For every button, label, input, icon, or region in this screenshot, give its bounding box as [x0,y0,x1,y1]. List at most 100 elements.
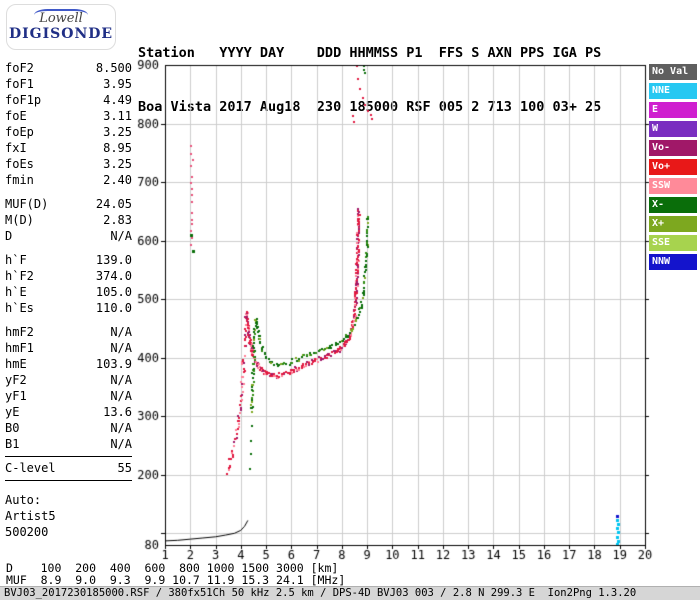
param-row: foF1p 4.49 [5,92,132,108]
param-label: hmF2 [5,325,34,339]
param-label: fmin [5,173,34,187]
param-value: 55 [117,461,132,475]
param-value: 2.40 [103,173,132,187]
param-row: foEp 3.25 [5,124,132,140]
param-label: M(D) [5,213,34,227]
legend-item-w: W [649,121,697,137]
param-value: 3.25 [103,125,132,139]
param-row: fxI 8.95 [5,140,132,156]
param-value: 3.25 [103,157,132,171]
legend-item-nnw: NNW [649,254,697,270]
param-label: foF1 [5,77,34,91]
param-label: yE [5,405,20,419]
param-row: hmF2 N/A [5,324,132,340]
param-row: B1 N/A [5,436,132,452]
distance-row: D 100 200 400 600 800 1000 1500 3000 [km… [6,561,339,575]
param-row: foF2 8.500 [5,60,132,76]
param-row: h`Es 110.0 [5,300,132,316]
separator-line [5,480,132,481]
param-row: h`E 105.0 [5,284,132,300]
param-label: B1 [5,437,20,451]
param-value: N/A [110,437,132,451]
param-row: 500200 [5,524,132,540]
legend-item-sse: SSE [649,235,697,251]
param-row: yF1 N/A [5,388,132,404]
param-row: foF1 3.95 [5,76,132,92]
legend-item-e: E [649,102,697,118]
ionogram-header: Station YYYY DAY DDD HHMMSS P1 FFS S AXN… [138,8,601,152]
param-label: h`F [5,253,27,267]
param-row: h`F2 374.0 [5,268,132,284]
param-label: foF1p [5,93,42,107]
param-value: 105.0 [95,285,132,299]
legend-item-x-: X+ [649,216,697,232]
param-label: C-level [5,461,56,475]
status-bar: BVJ03_2017230185000.RSF / 380fx51Ch 50 k… [0,586,700,600]
legend-item-nne: NNE [649,83,697,99]
muf-row: MUF 8.9 9.0 9.3 9.9 10.7 11.9 15.3 24.1 … [6,573,346,587]
param-label: fxI [5,141,27,155]
param-label: yF1 [5,389,27,403]
logo-digisonde-text: DIGISONDE [8,26,114,42]
header-station-values: Boa Vista 2017 Aug18 230 185000 RSF 005 … [138,99,602,115]
param-row: Artist5 [5,508,132,524]
param-label: D [5,229,13,243]
param-row: B0 N/A [5,420,132,436]
param-label: foF2 [5,61,34,75]
param-row: hmF1 N/A [5,340,132,356]
legend-item-x-: X- [649,197,697,213]
legend-item-vo-: Vo- [649,140,697,156]
param-value: 13.6 [103,405,132,419]
param-value: 4.49 [103,93,132,107]
param-value: N/A [110,325,132,339]
legend-item-ssw: SSW [649,178,697,194]
lowell-digisonde-logo: Lowell DIGISONDE [6,4,116,50]
param-row: M(D) 2.83 [5,212,132,228]
param-value: N/A [110,341,132,355]
panel-gap [5,484,132,492]
muf-table: D 100 200 400 600 800 1000 1500 3000 [km… [6,562,345,586]
param-value: N/A [110,229,132,243]
param-label: 500200 [5,525,49,539]
param-value: N/A [110,421,132,435]
panel-gap [5,188,132,196]
param-value: 374.0 [95,269,132,283]
panel-gap [5,244,132,252]
param-value: 103.9 [95,357,132,371]
param-label: foE [5,109,27,123]
param-label: Auto: [5,493,42,507]
panel-gap [5,316,132,324]
param-value: 3.95 [103,77,132,91]
param-row: fmin 2.40 [5,172,132,188]
param-row: C-level 55 [5,460,132,476]
param-row: D N/A [5,228,132,244]
param-value: 139.0 [95,253,132,267]
param-label: yF2 [5,373,27,387]
param-row: hmE 103.9 [5,356,132,372]
param-row: Auto: [5,492,132,508]
param-value: 3.11 [103,109,132,123]
legend-item-vo-: Vo+ [649,159,697,175]
param-value: 2.83 [103,213,132,227]
param-row: foE 3.11 [5,108,132,124]
param-label: foEs [5,157,34,171]
param-row: yE 13.6 [5,404,132,420]
param-label: B0 [5,421,20,435]
color-legend: No Val NNE E W Vo- Vo+ SSW X- X+ SSE NNW [649,64,697,273]
param-label: Artist5 [5,509,56,523]
param-value: N/A [110,373,132,387]
param-value: 8.500 [95,61,132,75]
param-value: 24.05 [95,197,132,211]
param-row: yF2 N/A [5,372,132,388]
header-column-titles: Station YYYY DAY DDD HHMMSS P1 FFS S AXN… [138,45,602,61]
param-value: N/A [110,389,132,403]
param-row: MUF(D) 24.05 [5,196,132,212]
param-label: h`Es [5,301,34,315]
logo-lowell-text: Lowell [39,11,83,26]
param-label: hmF1 [5,341,34,355]
param-label: h`E [5,285,27,299]
param-label: MUF(D) [5,197,49,211]
separator-line [5,456,132,457]
param-row: h`F 139.0 [5,252,132,268]
